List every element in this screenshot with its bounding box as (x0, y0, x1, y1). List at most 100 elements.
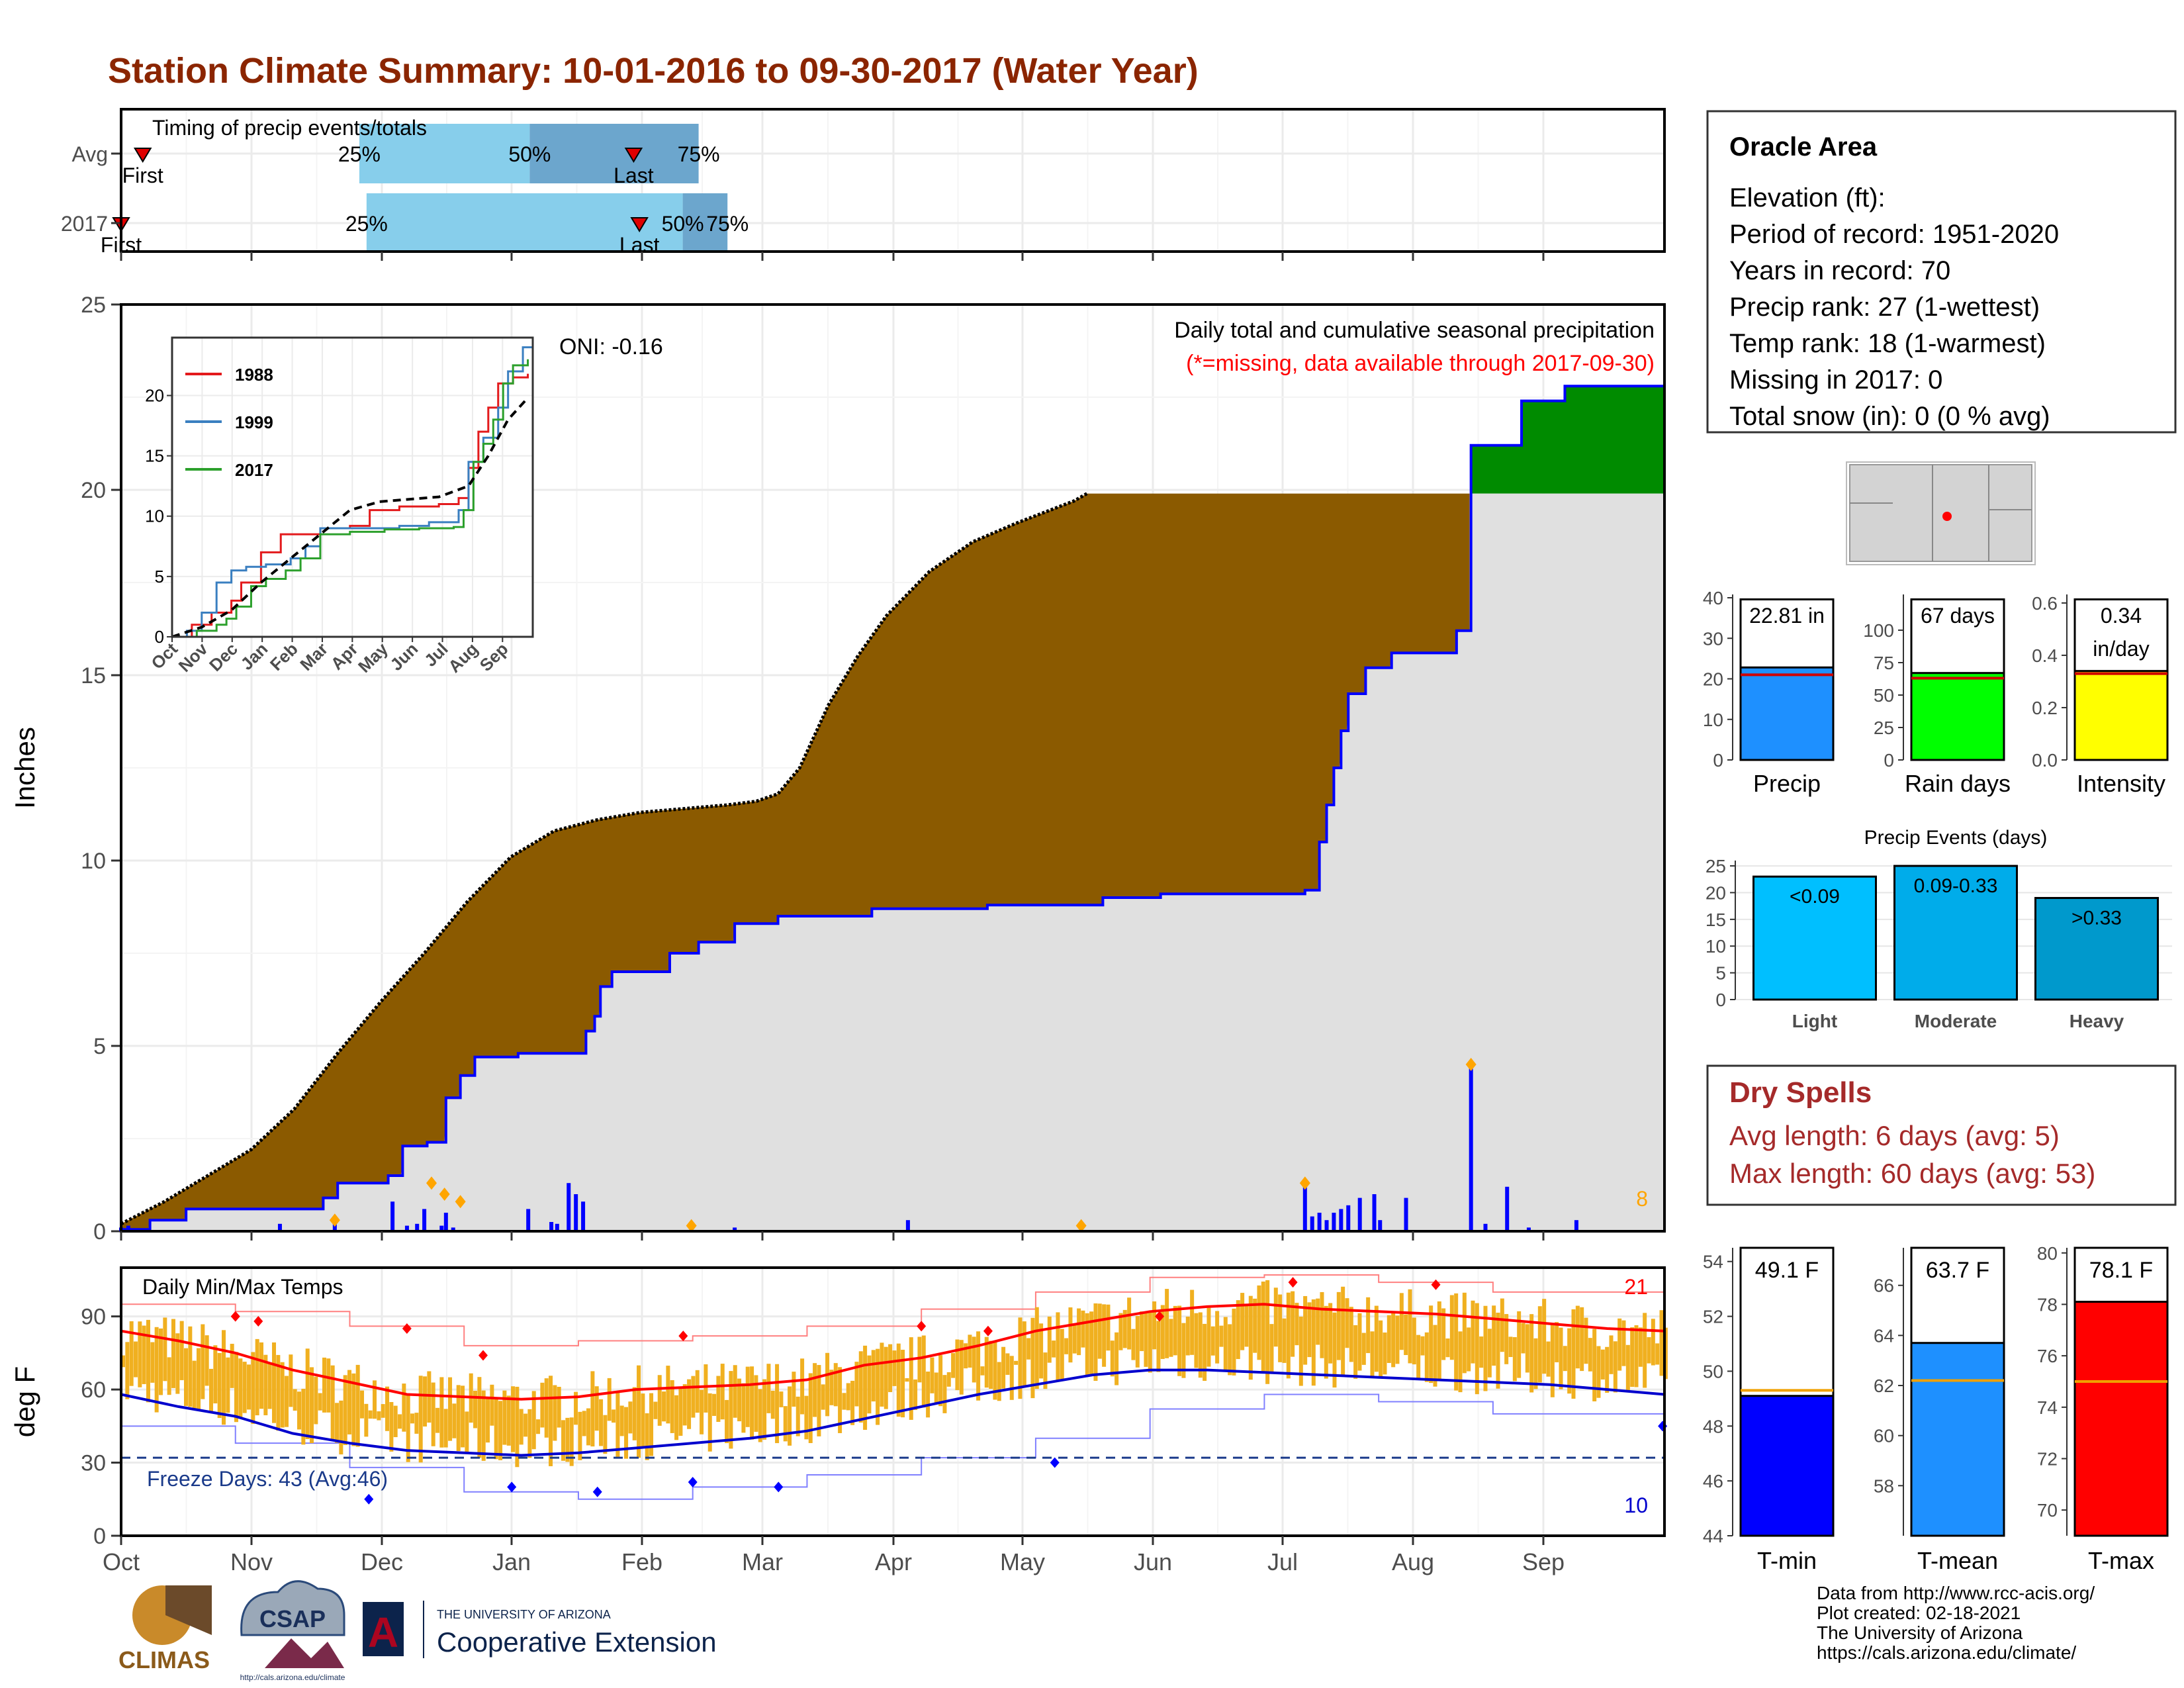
daily-temp-bar (632, 1387, 637, 1440)
daily-precip-bar (581, 1201, 586, 1231)
temp-bar-chart-t-min: 44 46 48 50 52 54 49.1 F T-min (1703, 1246, 1835, 1574)
daily-temp-bar (355, 1364, 360, 1447)
daily-temp-bar (674, 1395, 679, 1440)
y-axis-title: deg F (9, 1366, 40, 1437)
daily-temp-bar (1542, 1299, 1547, 1374)
daily-temp-bar (314, 1376, 318, 1425)
daily-temp-bar (1236, 1300, 1240, 1360)
daily-temp-bar (758, 1389, 762, 1442)
record-high-marker (1431, 1279, 1441, 1290)
daily-temp-bar (1625, 1344, 1630, 1392)
daily-precip-bar (567, 1183, 571, 1231)
ua-logo-small-text: THE UNIVERSITY OF ARIZONA (437, 1608, 611, 1621)
daily-temp-bar (788, 1386, 792, 1446)
daily-temp-bar (1303, 1295, 1308, 1365)
dry-spells-max: Max length: 60 days (avg: 53) (1729, 1158, 2095, 1189)
record-high-marker (983, 1325, 993, 1336)
daily-temp-bar (934, 1372, 938, 1403)
daily-temp-bar (1655, 1343, 1660, 1365)
inset-series-avg (171, 397, 529, 638)
daily-temp-bar (527, 1409, 532, 1458)
daily-precip-bar (404, 1225, 409, 1231)
temp-bar-tick-label: 54 (1703, 1252, 1723, 1272)
daily-temp-bar (1537, 1306, 1542, 1383)
temp-bar-tick-label: 62 (1874, 1376, 1894, 1396)
daily-temp-bar (1282, 1318, 1287, 1363)
daily-temp-bar (318, 1393, 322, 1411)
oni-label: ONI: -0.16 (559, 334, 663, 359)
daily-temp-bar (682, 1384, 687, 1426)
daily-temp-bar (930, 1357, 934, 1393)
events-tick-label: 10 (1706, 936, 1726, 957)
daily-temp-bar (385, 1386, 390, 1431)
daily-temp-bar (1110, 1340, 1115, 1377)
daily-temp-bar (1508, 1336, 1513, 1358)
daily-temp-bar (251, 1352, 255, 1425)
daily-precip-bar (1526, 1227, 1531, 1231)
daily-temp-bar (704, 1364, 708, 1413)
daily-temp-bar (280, 1362, 285, 1428)
daily-precip-bar (1310, 1216, 1314, 1231)
state-border (1850, 465, 2032, 561)
daily-temp-bar (1278, 1294, 1283, 1362)
daily-temp-bar (247, 1364, 251, 1410)
mini-tick-label: 0.4 (2032, 645, 2058, 666)
daily-temp-bar (335, 1403, 340, 1443)
daily-temp-bar (582, 1411, 586, 1436)
daily-temp-bar (351, 1373, 356, 1446)
daily-precip-bar (1317, 1213, 1322, 1231)
events-bar (1752, 875, 1877, 1001)
daily-temp-bar (884, 1346, 888, 1409)
daily-temp-bar (1621, 1320, 1626, 1366)
daily-temp-bar (1286, 1292, 1291, 1379)
daily-temp-bar (628, 1401, 633, 1434)
daily-temp-bar (443, 1409, 448, 1448)
daily-temp-bar (1395, 1315, 1400, 1364)
daily-temp-bar (720, 1364, 725, 1420)
mini-tick-label: 25 (1874, 718, 1894, 738)
daily-temp-bar (1588, 1338, 1592, 1372)
daily-temp-bar (1022, 1321, 1026, 1386)
events-category-label: Light (1792, 1011, 1837, 1031)
daily-temp-bar (649, 1393, 654, 1456)
daily-temp-bar (1349, 1307, 1353, 1362)
daily-temp-bar (1546, 1341, 1551, 1377)
daily-temp-bar (1341, 1286, 1345, 1376)
average-cumulative-line (120, 492, 1088, 1226)
daily-temp-bar (188, 1326, 193, 1407)
daily-temp-bar (1500, 1298, 1504, 1352)
timing-panel-label: Timing of precip events/totals (152, 116, 427, 140)
daily-temp-bar (1592, 1329, 1597, 1401)
daily-temp-bar (863, 1345, 868, 1430)
daily-precip-bar (574, 1194, 578, 1231)
daily-precip-marker (329, 1213, 340, 1227)
daily-temp-bar (858, 1351, 863, 1423)
daily-temp-bar (490, 1384, 494, 1426)
daily-temp-bar (381, 1404, 385, 1418)
daily-temp-bar (1160, 1305, 1165, 1359)
daily-temp-bar (427, 1371, 432, 1423)
daily-temp-bar (1311, 1299, 1316, 1386)
daily-temp-bar (1458, 1331, 1463, 1393)
temp-bar-tick-label: 48 (1703, 1416, 1723, 1436)
month-tick-label: Sep (1522, 1548, 1565, 1575)
timing-pct-label: 75% (678, 142, 720, 166)
daily-temp-bar (263, 1354, 268, 1415)
daily-temp-bar (406, 1394, 410, 1462)
daily-temp-bar (1127, 1297, 1132, 1350)
daily-temp-bar (578, 1411, 582, 1460)
daily-temp-bar (431, 1382, 435, 1446)
daily-precip-bar (1483, 1223, 1488, 1231)
daily-precip-bar (733, 1227, 737, 1231)
daily-temp-bar (1643, 1313, 1647, 1388)
daily-temp-bar (1475, 1303, 1479, 1395)
record-high-marker (402, 1323, 412, 1335)
temp-bar-tick-label: 72 (2037, 1448, 2058, 1469)
daily-temp-bar (1555, 1322, 1559, 1362)
daily-temp-bar (1416, 1335, 1421, 1380)
daily-temp-bar (1550, 1323, 1555, 1397)
daily-temp-bar (1244, 1305, 1249, 1347)
daily-precip-bar (1505, 1186, 1510, 1231)
mini-bar-label: Intensity (2077, 770, 2165, 797)
mini-bar-value-text: 22.81 in (1749, 604, 1825, 628)
